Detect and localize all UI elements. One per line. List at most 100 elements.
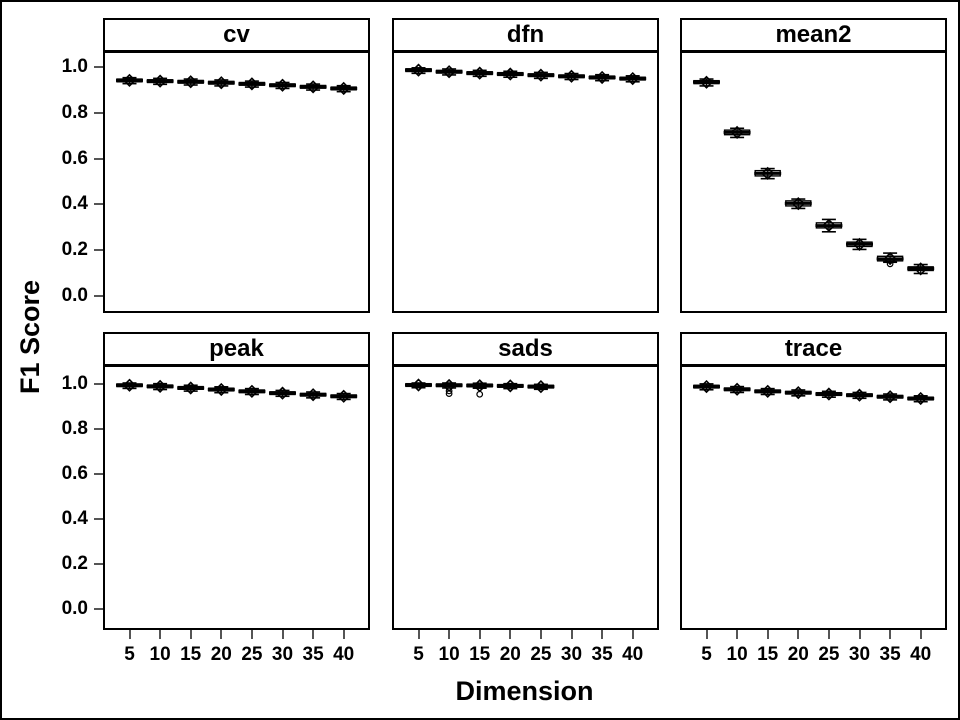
boxplot [815, 387, 843, 401]
boxplot [496, 379, 524, 393]
boxplot [238, 384, 266, 398]
x-tick-mark [797, 630, 800, 639]
panel-cv: cv [103, 18, 370, 313]
y-tick-label: 1.0 [61, 56, 88, 77]
boxplot [527, 379, 555, 394]
panel-dfn: dfn [392, 18, 659, 313]
y-tick-label: 0.6 [61, 463, 88, 484]
boxplot [299, 80, 327, 94]
x-tick-label: 35 [302, 644, 324, 665]
mean-diamond-marker [122, 73, 137, 88]
x-tick-mark [342, 630, 345, 639]
x-tick-mark [128, 630, 131, 639]
boxplot [754, 384, 782, 398]
x-tick-label: 15 [469, 644, 491, 665]
boxplot [588, 70, 616, 85]
boxplot-canvas-dfn [405, 63, 647, 86]
boxplot [558, 69, 585, 83]
x-tick-mark [478, 630, 481, 639]
y-tick-label: 0.2 [61, 553, 88, 574]
boxplot [116, 73, 143, 88]
boxplot [405, 378, 432, 392]
mean-diamond-marker [184, 75, 198, 89]
x-tick-mark [159, 630, 162, 639]
y-tick-mark [94, 383, 103, 385]
mean-diamond-marker [761, 384, 775, 398]
mean-diamond-marker [214, 382, 228, 397]
mean-diamond-marker [153, 379, 167, 394]
y-tick-mark [94, 66, 103, 68]
mean-diamond-marker [883, 251, 897, 266]
x-tick-mark [631, 630, 634, 639]
boxplot [846, 237, 873, 252]
y-tick-label: 0.6 [61, 147, 88, 169]
x-tick-mark [570, 630, 573, 639]
boxplot [527, 68, 555, 82]
boxplot [815, 218, 843, 233]
boxplot [116, 378, 143, 392]
y-tick-mark [94, 473, 103, 475]
mean-diamond-marker [337, 81, 351, 96]
boxplot [907, 262, 935, 276]
mean-diamond-marker [699, 379, 714, 394]
mean-diamond-marker [791, 196, 805, 211]
x-tick-mark [736, 630, 739, 639]
x-axis-title: Dimension [455, 676, 594, 706]
x-tick-mark [601, 630, 604, 639]
boxplot [269, 386, 296, 400]
x-tick-label: 10 [149, 644, 171, 665]
x-tick-label: 20 [210, 644, 232, 665]
x-tick-label: 40 [333, 644, 355, 665]
boxplot [723, 125, 751, 140]
mean-diamond-marker [337, 389, 351, 403]
mean-diamond-marker [122, 378, 137, 392]
y-tick-mark [94, 518, 103, 520]
boxplot [435, 378, 463, 397]
y-tick-label: 0.0 [61, 285, 88, 306]
mean-diamond-marker [822, 218, 836, 233]
boxplot [207, 76, 235, 90]
boxplot [723, 382, 751, 396]
mean-diamond-marker [914, 391, 928, 406]
mean-diamond-marker [534, 379, 548, 394]
x-tick-mark [417, 630, 420, 639]
outlier-marker [445, 390, 453, 397]
boxplot [907, 391, 935, 406]
y-tick-mark [94, 295, 103, 297]
x-tick-label: 10 [726, 644, 748, 665]
mean-diamond-marker [306, 80, 320, 94]
mean-diamond-marker [852, 388, 867, 402]
panel-mean2: mean2 [680, 18, 947, 313]
mean-diamond-marker [852, 237, 867, 252]
mean-diamond-marker [595, 70, 609, 85]
x-tick-mark [858, 630, 861, 639]
mean-diamond-marker [564, 69, 579, 83]
boxplot [754, 166, 782, 181]
mean-diamond-marker [275, 386, 290, 400]
x-tick-mark [220, 630, 223, 639]
x-tick-mark [766, 630, 769, 639]
x-tick-label: 30 [271, 644, 294, 665]
boxplot [784, 196, 812, 211]
mean-diamond-marker [914, 262, 928, 276]
x-tick-label: 10 [438, 644, 460, 665]
y-tick-label: 0.0 [61, 598, 88, 619]
y-tick-mark [94, 563, 103, 565]
boxplot [466, 66, 494, 80]
panel-title: mean2 [682, 20, 945, 53]
mean-diamond-marker [761, 166, 775, 181]
mean-diamond-marker [245, 77, 259, 91]
mean-diamond-marker [411, 63, 426, 77]
x-tick-label: 15 [757, 644, 779, 665]
panel-title: peak [105, 334, 368, 367]
x-tick-label: 5 [701, 644, 712, 665]
x-tick-label: 35 [591, 644, 613, 665]
mean-diamond-marker [442, 65, 456, 79]
boxplot-canvas-sads [405, 378, 555, 398]
boxplot [299, 388, 327, 402]
mean-diamond-marker [730, 125, 744, 140]
y-tick-mark [94, 428, 103, 430]
mean-diamond-marker [153, 74, 167, 88]
x-tick-mark [919, 630, 922, 639]
